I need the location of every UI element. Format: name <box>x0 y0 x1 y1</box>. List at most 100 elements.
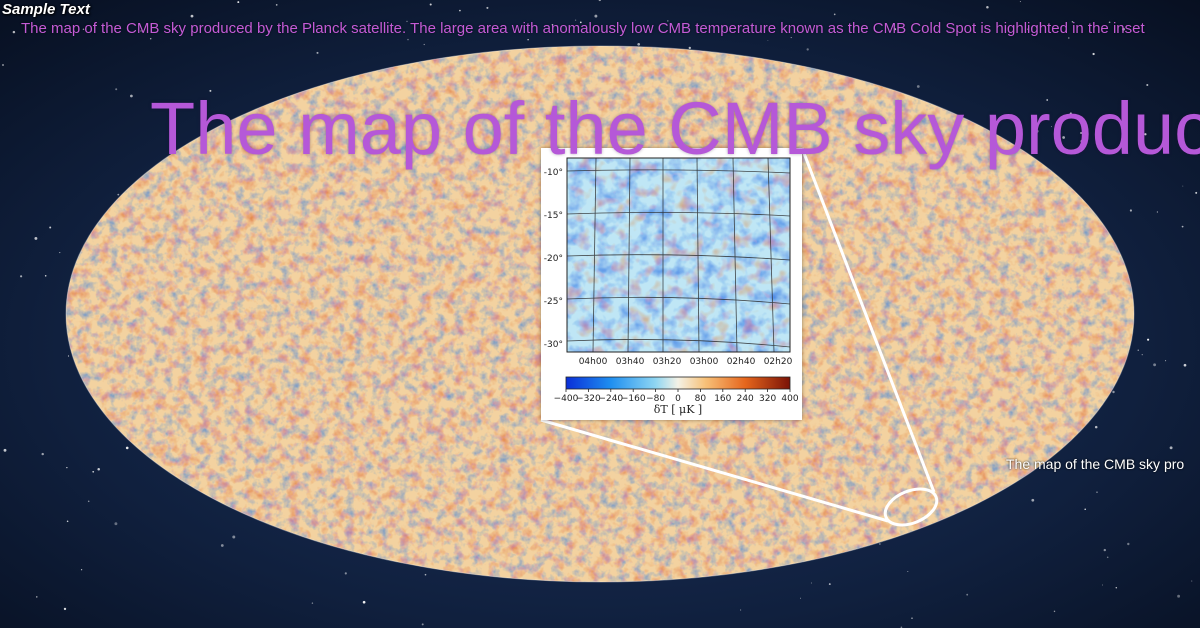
colorbar-tick-label: 400 <box>781 394 798 404</box>
colorbar-ticks: −400−320−240−160 −80 0 80 160 240 320 400 <box>554 389 799 404</box>
overlay-title: The map of the CMB sky produced <box>150 87 1200 170</box>
star <box>66 467 68 469</box>
x-tick: 02h40 <box>727 357 756 367</box>
star <box>767 39 769 41</box>
star <box>1156 211 1159 213</box>
y-tick: -10° <box>544 168 563 178</box>
star <box>140 30 142 32</box>
star <box>87 500 90 503</box>
x-tick: 03h40 <box>616 357 645 367</box>
star <box>63 607 67 611</box>
star <box>275 4 278 6</box>
colorbar-tick-label: −400 <box>554 394 579 404</box>
x-tick: 04h00 <box>579 357 608 367</box>
colorbar-tick-label: −80 <box>646 394 665 404</box>
star <box>1122 27 1125 31</box>
star <box>810 582 812 584</box>
y-tick: -25° <box>544 297 563 307</box>
star <box>92 470 95 473</box>
star <box>806 48 809 51</box>
star <box>36 596 38 598</box>
star <box>12 30 16 34</box>
star <box>688 46 691 50</box>
star <box>1046 99 1049 101</box>
star <box>1084 508 1086 511</box>
star <box>1068 37 1070 39</box>
star <box>117 193 120 196</box>
star <box>114 522 118 526</box>
colorbar-tick-label: 320 <box>759 394 776 404</box>
star <box>740 609 742 611</box>
colorbar-tick-label: 160 <box>714 394 731 404</box>
zoom-line-upper <box>800 147 936 493</box>
star <box>115 88 118 91</box>
star <box>1080 132 1082 134</box>
star <box>1069 112 1072 115</box>
colorbar-tick-label: 240 <box>737 394 754 404</box>
star <box>1035 129 1039 133</box>
star <box>1195 191 1198 194</box>
star <box>429 3 432 6</box>
star <box>49 226 52 229</box>
star <box>67 355 70 357</box>
star <box>1112 390 1115 394</box>
star <box>82 28 85 31</box>
star <box>44 275 47 277</box>
colorbar <box>565 376 791 390</box>
star <box>667 20 669 22</box>
star <box>237 1 240 4</box>
star <box>20 275 23 278</box>
star <box>1165 360 1167 362</box>
star <box>407 38 409 41</box>
colorbar-tick-label: −320 <box>576 394 601 404</box>
star <box>579 21 582 24</box>
cmb-ellipse <box>66 46 1134 582</box>
star <box>1137 349 1139 351</box>
star <box>1180 129 1183 132</box>
star <box>1177 594 1181 598</box>
star <box>1144 133 1147 136</box>
star <box>911 617 913 620</box>
colorbar-tick-label: 0 <box>675 394 681 404</box>
star <box>421 623 424 626</box>
star <box>80 569 83 571</box>
star <box>790 37 792 39</box>
star <box>190 14 194 18</box>
star <box>41 452 44 456</box>
star <box>1019 1 1021 3</box>
star <box>1127 542 1130 546</box>
star <box>800 597 801 599</box>
star <box>1129 209 1132 212</box>
inset-map <box>567 158 790 352</box>
star <box>3 448 7 452</box>
star <box>637 42 641 46</box>
star <box>1051 126 1052 128</box>
star <box>130 94 133 98</box>
star <box>1115 586 1118 589</box>
colorbar-label: δT [ μK ] <box>654 403 702 416</box>
cold-spot-marker <box>883 487 939 527</box>
star <box>879 543 881 545</box>
star <box>966 593 969 596</box>
star <box>125 446 129 450</box>
star <box>406 20 408 23</box>
star <box>1182 185 1184 187</box>
star <box>1031 498 1035 502</box>
caption-line: The map of the CMB sky produced by the P… <box>21 20 1145 37</box>
star <box>986 6 989 9</box>
star <box>594 14 598 18</box>
star <box>907 571 909 572</box>
star <box>833 13 836 16</box>
star <box>1096 491 1098 493</box>
star <box>574 19 577 21</box>
star <box>1092 52 1095 56</box>
star <box>362 600 366 604</box>
star <box>598 0 601 2</box>
star <box>344 572 347 575</box>
star <box>97 467 100 471</box>
star <box>1071 21 1074 23</box>
star <box>311 602 314 604</box>
star <box>423 43 425 46</box>
star <box>1108 21 1111 24</box>
